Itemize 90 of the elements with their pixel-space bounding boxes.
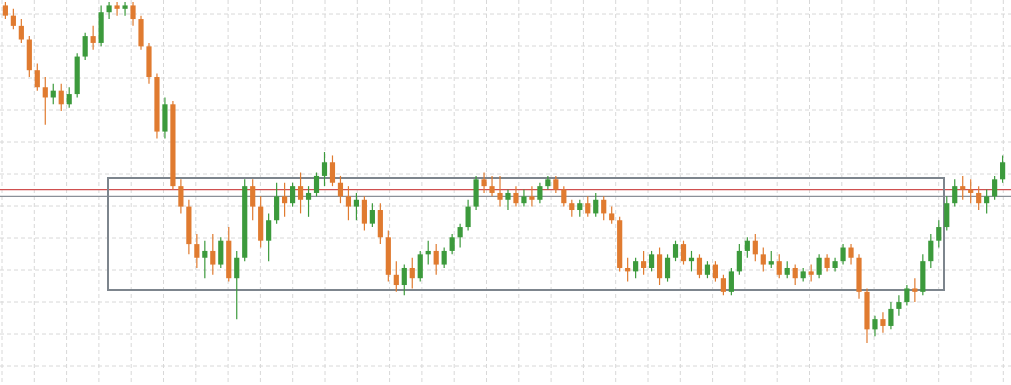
- candlestick: [992, 175, 998, 201]
- candlestick: [90, 25, 96, 51]
- candlestick: [345, 185, 352, 221]
- candlestick: [130, 1, 136, 27]
- candlestick: [42, 76, 48, 126]
- candlestick: [840, 243, 846, 266]
- candlestick: [210, 233, 216, 276]
- candlestick: [776, 253, 782, 279]
- candlestick: [744, 236, 750, 259]
- candlestick: [274, 182, 280, 225]
- candlestick: [896, 294, 902, 317]
- candlestick: [960, 175, 966, 201]
- candlestick: [808, 263, 814, 283]
- candlestick: [728, 267, 734, 296]
- candlestick: [489, 175, 495, 197]
- candlestick: [266, 212, 272, 262]
- candlestick: [792, 263, 798, 286]
- candlestick: [537, 182, 543, 204]
- candlestick: [593, 192, 599, 218]
- candlestick: [106, 1, 112, 20]
- candlestick: [194, 233, 200, 269]
- candlestick: [561, 185, 567, 208]
- candlestick: [329, 154, 336, 187]
- candlestick: [585, 195, 591, 218]
- candlestick: [696, 253, 703, 279]
- candlestick: [441, 246, 447, 269]
- candlestick: [880, 311, 886, 334]
- candlestick: [952, 178, 958, 208]
- candlestick: [10, 8, 16, 30]
- candlestick: [872, 315, 878, 337]
- candlestick: [984, 188, 990, 215]
- candlestick: [66, 86, 72, 109]
- candlestick: [82, 32, 88, 61]
- candlestick: [664, 253, 671, 283]
- candlestick: [250, 178, 256, 221]
- candlestick: [888, 301, 894, 330]
- candlestick: [505, 188, 511, 211]
- candlestick: [752, 233, 758, 262]
- candlestick: [680, 240, 687, 266]
- candlestick: [521, 188, 527, 208]
- candlestick: [234, 250, 240, 320]
- candlestick: [433, 243, 439, 276]
- candlestick: [393, 260, 399, 293]
- candlestick: [449, 233, 455, 255]
- candlestick: [928, 233, 934, 269]
- candlestick: [904, 284, 910, 307]
- candlestick: [529, 185, 535, 208]
- candlestick: [409, 257, 415, 290]
- candlestick: [649, 250, 655, 272]
- candlestick: [513, 185, 519, 208]
- candlestick: [34, 62, 40, 92]
- candlestick: [481, 171, 487, 194]
- candlestick: [122, 1, 128, 17]
- candlestick: [321, 151, 328, 187]
- candlestick: [1000, 154, 1006, 184]
- candlestick: [18, 18, 24, 44]
- candlestick: [912, 277, 918, 303]
- candlestick: [736, 243, 742, 276]
- candlestick: [976, 185, 982, 211]
- candlestick: [944, 195, 950, 232]
- candlestick: [218, 236, 224, 269]
- candlestick: [497, 175, 503, 208]
- candlestick: [641, 250, 647, 276]
- candlestick: [760, 246, 766, 272]
- candlestick: [353, 192, 359, 221]
- candlestick: [601, 195, 607, 221]
- candlestick: [282, 182, 288, 218]
- candlestick: [313, 171, 320, 197]
- candlestick: [633, 257, 639, 279]
- candlestick: [712, 260, 719, 283]
- candlestick: [417, 250, 423, 283]
- candlestick: [656, 246, 663, 286]
- candlestick: [465, 199, 471, 232]
- candlestick: [58, 83, 64, 112]
- candlestick: [401, 263, 407, 296]
- candlestick: [936, 219, 942, 249]
- candlestick: [289, 182, 296, 208]
- candlestick: [178, 178, 184, 215]
- candlestick: [305, 185, 312, 218]
- candlestick: [848, 243, 854, 266]
- candlestick: [369, 202, 375, 228]
- candlestick: [457, 223, 463, 249]
- candlestick: [816, 253, 822, 279]
- candlestick: [114, 1, 120, 17]
- candlestick: [672, 240, 679, 262]
- candlestick: [361, 195, 367, 232]
- candlestick: [337, 175, 344, 204]
- candlestick: [297, 171, 304, 215]
- candlestick: [202, 240, 208, 279]
- candlestick: [720, 274, 726, 296]
